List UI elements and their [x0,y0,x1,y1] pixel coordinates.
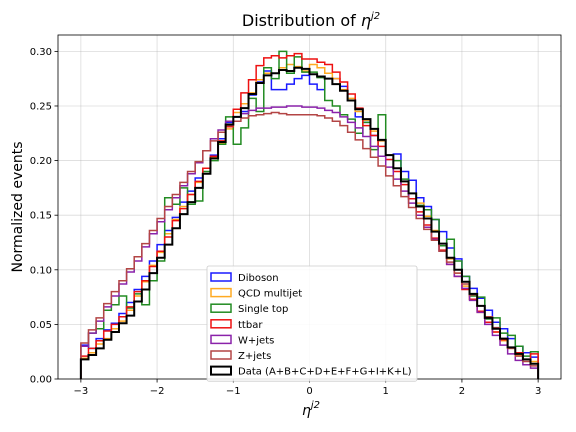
legend-label-z-jets: Z+jets [238,351,271,362]
legend-label-diboson: Diboson [238,273,279,284]
legend-swatch-w-jets [210,334,232,345]
y-tick-label: 0.00 [30,375,52,386]
legend-label-w-jets: W+jets [238,335,274,346]
legend-swatch-qcd-multijet [210,287,232,298]
legend-swatch-z-jets [210,350,232,360]
x-tick-label: −3 [73,386,88,397]
legend-label-data-a-b-c-d-e-f-g-i-k-l: Data (A+B+C+D+E+F+G+I+K+L) [238,367,412,378]
legend-swatch-diboson [210,272,232,282]
y-tick-label: 0.20 [30,156,52,167]
y-tick-label: 0.30 [30,47,52,58]
x-axis-title-superscript: j2 [309,400,320,411]
y-tick-label: 0.15 [30,211,52,222]
chart-title: Distribution of ηj2 [242,11,380,30]
y-tick-label: 0.05 [30,320,52,331]
legend: Diboson QCD multijet Single top ttbar W+jets… [206,265,418,382]
x-axis-title-symbol: η [302,403,311,419]
legend-label-single-top: Single top [238,304,288,315]
chart-title-superscript: j2 [369,11,380,22]
y-tick-label: 0.10 [30,265,52,276]
x-tick-label: 2 [459,386,465,397]
x-tick-label: −1 [226,386,241,397]
x-tick-label: 0 [306,386,312,397]
chart-title-symbol: η [361,11,371,30]
x-axis-title: ηj2 [302,400,320,419]
series-data-a-b-c-d-e-f-g-i-k-l-step [79,66,540,379]
x-tick-label: 1 [383,386,389,397]
legend-swatch-ttbar [210,319,232,329]
x-tick-label: −2 [150,386,165,397]
series-w-jets-step [80,105,539,379]
chart-title-text: Distribution of [242,11,361,30]
y-axis-title: Normalized events [10,141,26,272]
legend-box [206,265,418,382]
y-tick-label: 0.25 [30,101,52,112]
legend-label-ttbar: ttbar [238,320,263,331]
legend-label-qcd-multijet: QCD multijet [238,289,302,300]
legend-swatch-data-a-b-c-d-e-f-g-i-k-l [210,365,232,376]
legend-swatch-single-top [210,303,232,313]
series-z-jets-step [80,111,539,379]
x-tick-label: 3 [535,386,541,397]
series-layer [79,50,540,379]
axes: −3 −2 −1 0 1 2 3 0.00 0.05 0.10 0.15 0.20 0.25 0.30 [30,47,542,397]
